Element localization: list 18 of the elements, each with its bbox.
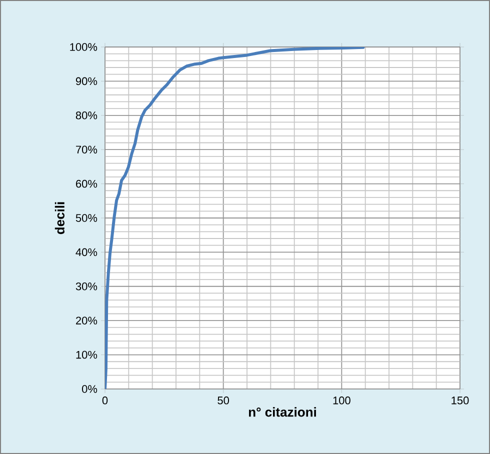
y-tick-label: 0% [82, 385, 98, 393]
y-tick-label: 30% [76, 282, 98, 290]
line-series [105, 46, 365, 389]
x-tick-label: 100 [333, 396, 350, 404]
y-tick-label: 80% [76, 112, 98, 120]
y-tick-label: 10% [76, 350, 98, 359]
y-tick-label: 20% [76, 316, 98, 324]
y-tick-label: 50% [76, 214, 98, 222]
y-tick-label: 40% [76, 248, 98, 256]
y-tick-label: 70% [76, 146, 98, 154]
y-tick-label: 100% [70, 43, 98, 51]
y-tick-label: 60% [76, 180, 98, 188]
y-axis-title: decili [54, 202, 64, 234]
x-tick-label: 150 [452, 396, 469, 404]
y-tick-label: 90% [76, 77, 98, 86]
x-tick-label: 0 [102, 396, 108, 404]
x-tick-label: 50 [218, 396, 230, 404]
x-axis-title: n° citazioni [248, 407, 316, 417]
